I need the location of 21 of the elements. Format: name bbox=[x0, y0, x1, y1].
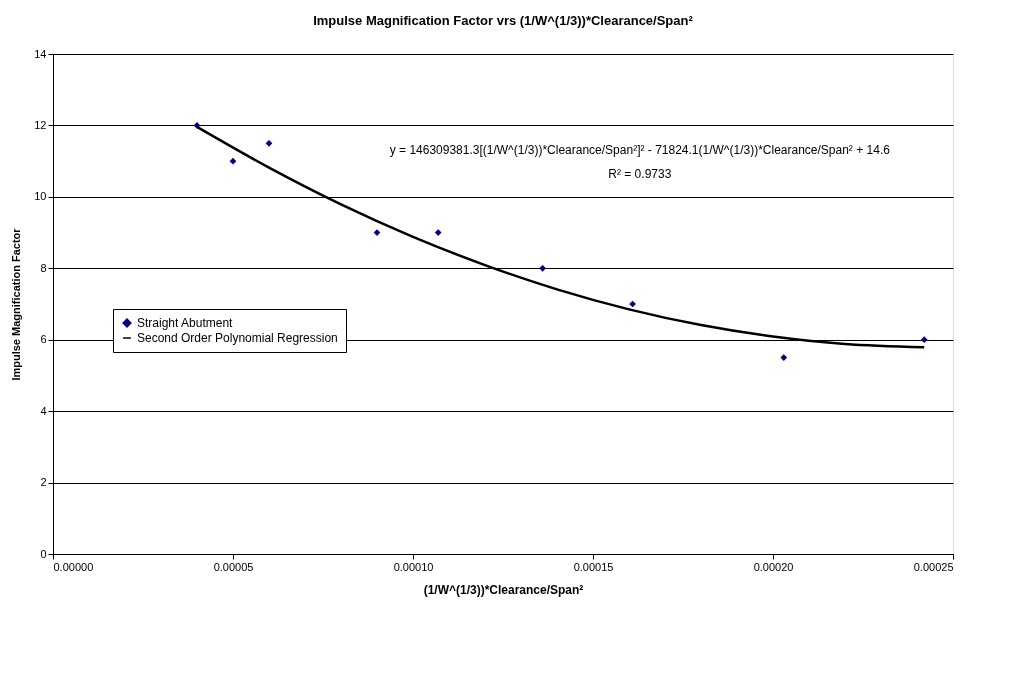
chart-title: Impulse Magnification Factor vrs (1/W^(1/3))*Clearance/Span² bbox=[313, 13, 694, 28]
x-tick-label: 0.00010 bbox=[393, 560, 434, 573]
y-tick-label: 4 bbox=[40, 404, 47, 417]
y-tick-label: 12 bbox=[34, 118, 47, 131]
legend-label: Straight Abutment bbox=[137, 316, 234, 330]
y-tick-label: 8 bbox=[40, 261, 47, 274]
y-axis-title: Impulse Magnification Factor bbox=[10, 227, 23, 381]
x-tick-label: 0.00005 bbox=[213, 560, 254, 573]
annotation: y = 146309381.3[(1/W^(1/3))*Clearance/Span²]² - 71824.1(1/W^(1/3))*Clearance/Span² + 14.6 bbox=[389, 143, 891, 158]
y-tick-label: 14 bbox=[34, 47, 47, 60]
annotation: R² = 0.9733 bbox=[608, 166, 672, 181]
y-tick-label: 0 bbox=[40, 547, 47, 560]
x-axis-title: (1/W^(1/3))*Clearance/Span² bbox=[423, 582, 584, 597]
y-tick-label: 10 bbox=[34, 190, 47, 203]
y-tick-label: 6 bbox=[40, 333, 47, 346]
x-tick-label: 0.00020 bbox=[753, 560, 794, 573]
x-tick-label: 0.00000 bbox=[53, 560, 94, 573]
x-tick-label: 0.00025 bbox=[913, 560, 954, 573]
y-tick-label: 2 bbox=[40, 476, 47, 489]
legend-label: Second Order Polynomial Regression bbox=[137, 331, 338, 345]
x-tick-label: 0.00015 bbox=[573, 560, 614, 573]
